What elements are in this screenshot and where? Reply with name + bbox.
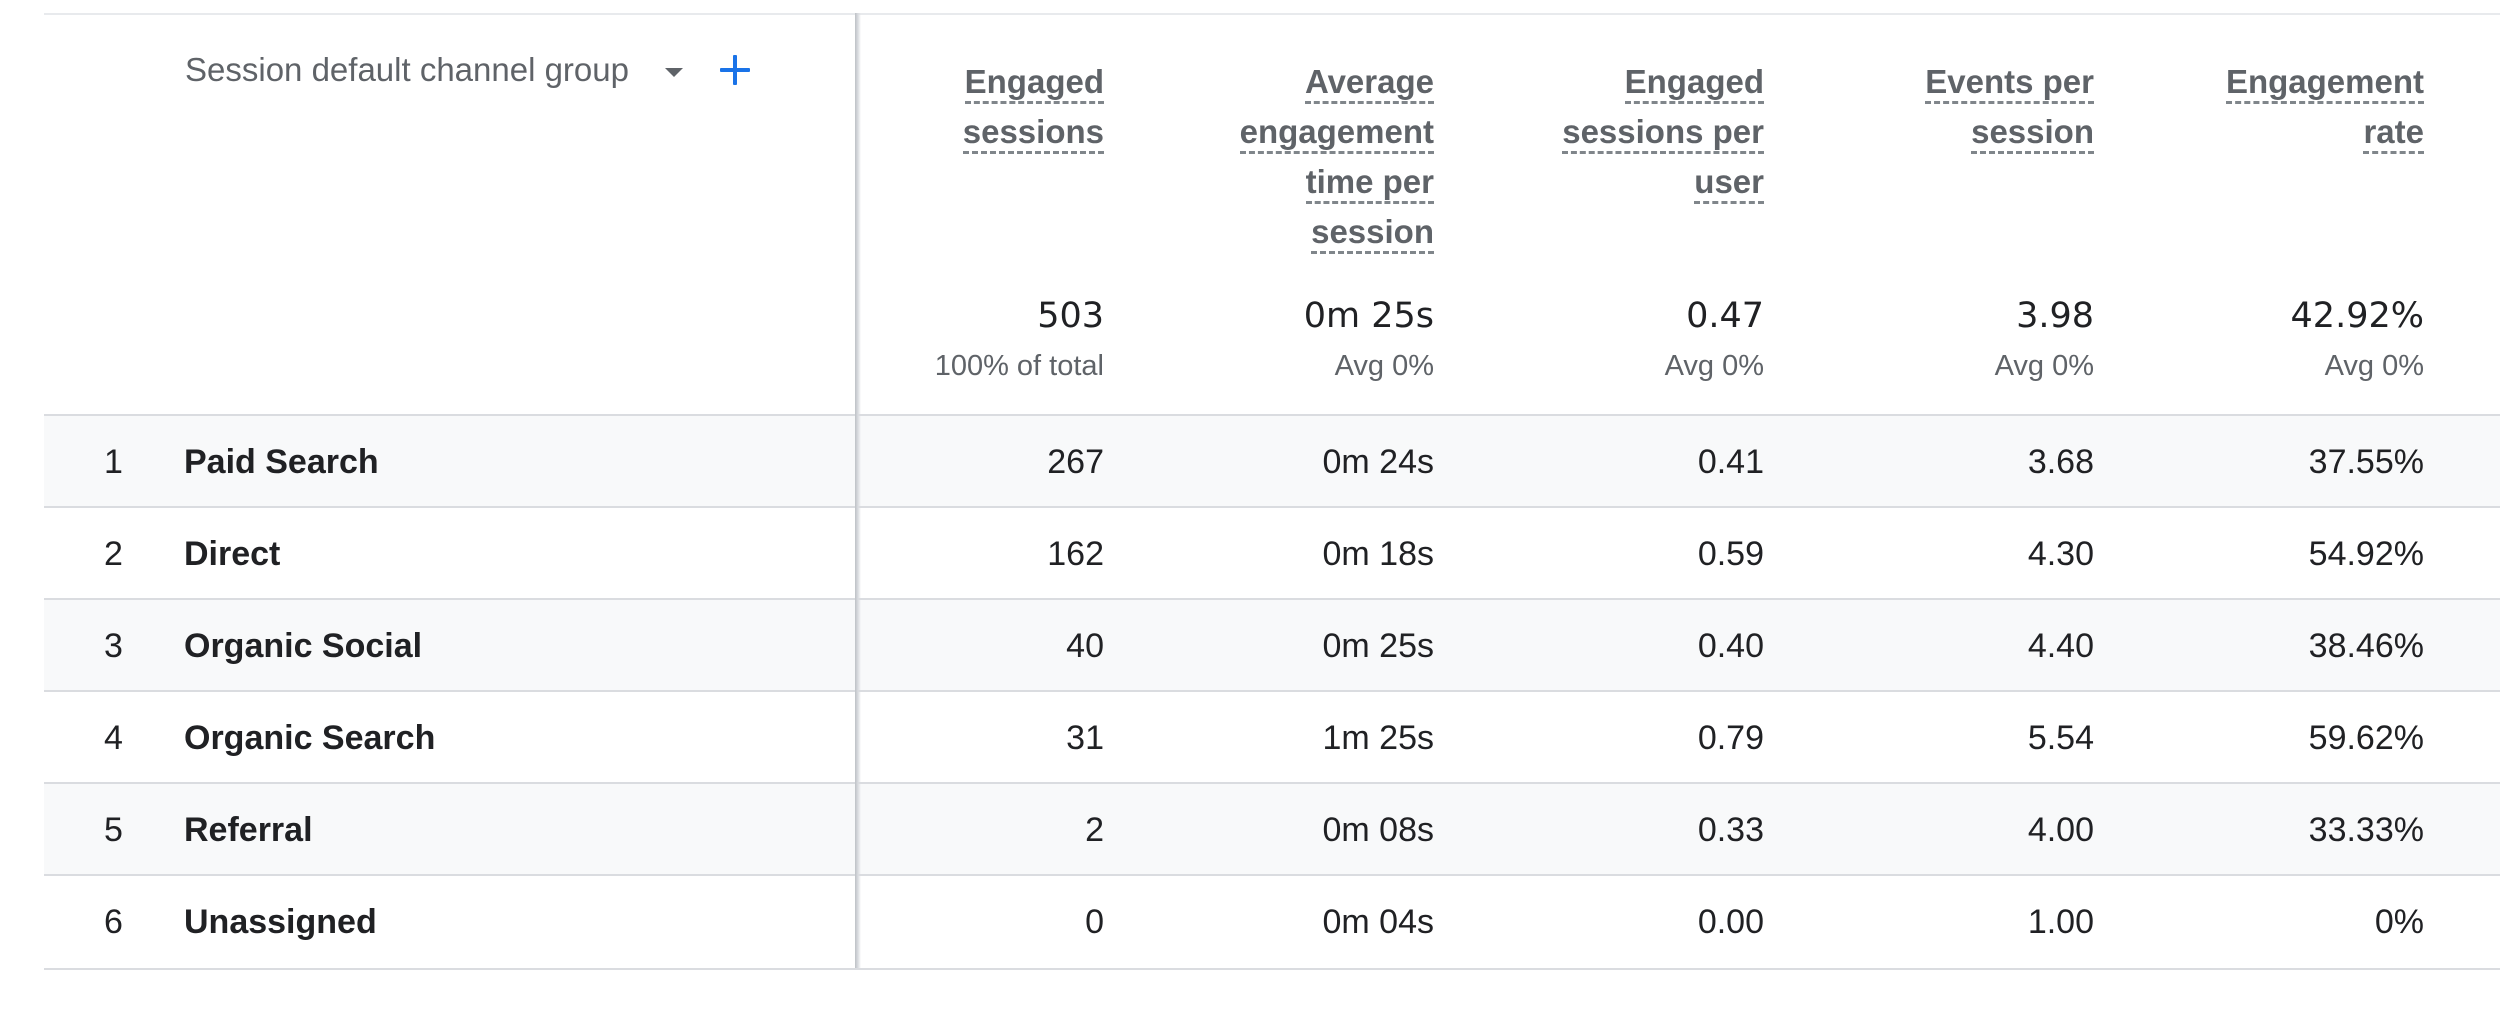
top-divider — [44, 13, 2500, 15]
row-channel-name[interactable]: Direct — [184, 535, 281, 573]
bottom-divider — [44, 968, 2500, 970]
col-header-avg-engagement-time[interactable]: Average engagement time per session — [1239, 57, 1434, 257]
cell-engaged-sessions: 162 — [1047, 535, 1104, 573]
col-header-line: session — [1311, 213, 1434, 254]
total-subtext: 100% of total — [934, 350, 1104, 382]
cell-engaged-sessions-per-user: 0.33 — [1697, 811, 1764, 849]
table-row[interactable]: 1 Paid Search 267 0m 24s 0.41 3.68 37.55… — [44, 414, 2500, 508]
cell-avg-engagement-time: 0m 24s — [1322, 443, 1435, 481]
cell-events-per-session: 1.00 — [2027, 903, 2094, 941]
col-header-line: user — [1694, 163, 1764, 204]
total-engaged-sessions: 503 100% of total — [935, 296, 1104, 383]
col-header-line: sessions — [962, 113, 1104, 154]
total-events-per-session: 3.98 Avg 0% — [1995, 296, 2094, 383]
cell-events-per-session: 5.54 — [2027, 719, 2094, 757]
cell-engaged-sessions-per-user: 0.59 — [1697, 535, 1764, 573]
row-index: 2 — [104, 535, 123, 573]
col-header-line: sessions per — [1562, 113, 1764, 154]
row-index: 5 — [104, 811, 123, 849]
row-channel-name[interactable]: Referral — [184, 811, 313, 849]
add-dimension-plus-icon[interactable] — [720, 55, 750, 85]
col-header-line: session — [1971, 113, 2094, 154]
total-value: 3.98 — [2016, 296, 2094, 336]
row-index: 4 — [104, 719, 123, 757]
row-channel-name[interactable]: Organic Social — [184, 627, 423, 665]
cell-engagement-rate: 38.46% — [2308, 627, 2424, 665]
cell-engagement-rate: 0% — [2374, 903, 2424, 941]
column-divider — [855, 13, 861, 968]
total-subtext: Avg 0% — [1994, 350, 2094, 382]
col-header-line: engagement — [1239, 113, 1434, 154]
col-header-line: Engaged — [1624, 63, 1764, 104]
row-channel-name[interactable]: Unassigned — [184, 903, 377, 941]
total-subtext: Avg 0% — [2324, 350, 2424, 382]
row-channel-name[interactable]: Organic Search — [184, 719, 436, 757]
total-engagement-rate: 42.92% Avg 0% — [2291, 296, 2424, 383]
table-row[interactable]: 2 Direct 162 0m 18s 0.59 4.30 54.92% — [44, 506, 2500, 600]
cell-engaged-sessions: 0 — [1085, 903, 1104, 941]
cell-engaged-sessions-per-user: 0.79 — [1697, 719, 1764, 757]
cell-events-per-session: 4.30 — [2027, 535, 2094, 573]
row-index: 3 — [104, 627, 123, 665]
cell-engagement-rate: 54.92% — [2308, 535, 2424, 573]
cell-engaged-sessions: 40 — [1066, 627, 1104, 665]
total-subtext: Avg 0% — [1334, 350, 1434, 382]
row-index: 1 — [104, 443, 123, 481]
col-header-engaged-sessions[interactable]: Engaged sessions — [962, 57, 1104, 157]
cell-engagement-rate: 59.62% — [2308, 719, 2424, 757]
dropdown-caret-icon[interactable] — [665, 67, 683, 77]
row-channel-name[interactable]: Paid Search — [184, 443, 379, 481]
cell-engaged-sessions: 31 — [1066, 719, 1104, 757]
table-row[interactable]: 3 Organic Social 40 0m 25s 0.40 4.40 38.… — [44, 598, 2500, 692]
table-row[interactable]: 4 Organic Search 31 1m 25s 0.79 5.54 59.… — [44, 690, 2500, 784]
total-subtext: Avg 0% — [1664, 350, 1764, 382]
total-value: 0.47 — [1686, 296, 1764, 336]
cell-events-per-session: 4.40 — [2027, 627, 2094, 665]
cell-events-per-session: 3.68 — [2027, 443, 2094, 481]
cell-avg-engagement-time: 0m 18s — [1322, 535, 1435, 573]
dimension-header[interactable]: Session default channel group — [185, 51, 750, 89]
table-row[interactable]: 5 Referral 2 0m 08s 0.33 4.00 33.33% — [44, 782, 2500, 876]
table-row[interactable]: 6 Unassigned 0 0m 04s 0.00 1.00 0% — [44, 874, 2500, 968]
cell-avg-engagement-time: 0m 08s — [1322, 811, 1435, 849]
cell-engagement-rate: 33.33% — [2308, 811, 2424, 849]
col-header-engaged-sessions-per-user[interactable]: Engaged sessions per user — [1562, 57, 1764, 207]
total-avg-engagement-time: 0m 25s Avg 0% — [1304, 296, 1434, 383]
cell-engaged-sessions: 2 — [1085, 811, 1104, 849]
col-header-line: Engaged — [964, 63, 1104, 104]
col-header-engagement-rate[interactable]: Engagement rate — [2225, 57, 2424, 157]
col-header-line: time per — [1305, 163, 1434, 204]
cell-avg-engagement-time: 1m 25s — [1322, 719, 1435, 757]
cell-engagement-rate: 37.55% — [2308, 443, 2424, 481]
col-header-events-per-session[interactable]: Events per session — [1925, 57, 2094, 157]
total-engaged-sessions-per-user: 0.47 Avg 0% — [1665, 296, 1764, 383]
total-value: 0m 25s — [1303, 296, 1434, 336]
cell-engaged-sessions: 267 — [1047, 443, 1104, 481]
data-table: Session default channel group Engaged se… — [44, 13, 2500, 970]
col-header-line: rate — [2363, 113, 2424, 154]
col-header-line: Events per — [1925, 63, 2094, 104]
cell-avg-engagement-time: 0m 25s — [1322, 627, 1435, 665]
cell-events-per-session: 4.00 — [2027, 811, 2094, 849]
dimension-title[interactable]: Session default channel group — [185, 51, 629, 88]
cell-engaged-sessions-per-user: 0.40 — [1697, 627, 1764, 665]
total-value: 42.92% — [2290, 296, 2424, 336]
col-header-line: Engagement — [2225, 63, 2424, 104]
total-value: 503 — [1037, 296, 1104, 336]
cell-avg-engagement-time: 0m 04s — [1322, 903, 1435, 941]
row-index: 6 — [104, 903, 123, 941]
cell-engaged-sessions-per-user: 0.41 — [1697, 443, 1764, 481]
col-header-line: Average — [1304, 63, 1434, 104]
cell-engaged-sessions-per-user: 0.00 — [1697, 903, 1764, 941]
